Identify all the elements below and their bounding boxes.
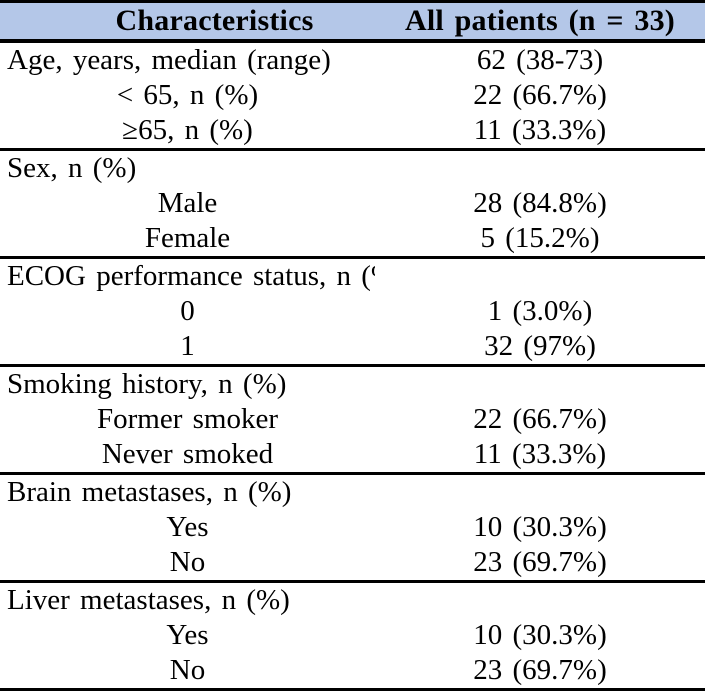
patient-value: 32 (97%) xyxy=(484,330,596,362)
characteristic-label: Yes xyxy=(166,619,209,651)
table-row-sub: Never smoked 11 (33.3%) xyxy=(0,437,705,474)
table-row-sub: < 65, n (%) 22 (66.7%) xyxy=(0,78,705,113)
characteristic-label: No xyxy=(169,654,206,686)
characteristic-label: ≥65, n (%) xyxy=(122,114,253,146)
patient-value xyxy=(375,148,705,186)
table-header: Characteristics All patients (n = 33) xyxy=(0,0,705,43)
patient-value xyxy=(375,472,705,510)
characteristic-label: No xyxy=(169,546,206,578)
characteristic-label: Male xyxy=(157,187,218,219)
patient-value: 5 (15.2%) xyxy=(480,222,600,254)
patient-value: 23 (69.7%) xyxy=(473,654,607,686)
characteristic-label: Sex, n (%) xyxy=(0,148,375,186)
patient-value xyxy=(375,580,705,618)
patient-value xyxy=(375,364,705,402)
characteristic-label: 0 xyxy=(180,295,195,327)
patient-value: 22 (66.7%) xyxy=(473,403,607,435)
patient-value: 11 (33.3%) xyxy=(473,438,607,470)
patient-value: 11 (33.3%) xyxy=(473,114,607,146)
table-body: Age, years, median (range) 62 (38-73) < 65… xyxy=(0,41,705,690)
characteristic-label: Brain metastases, n (%) xyxy=(0,472,375,510)
table-row-section-smoking-history: Smoking history, n (%) xyxy=(0,364,705,402)
patient-value: 1 (3.0%) xyxy=(487,295,593,327)
table-row-sub: Yes 10 (30.3%) xyxy=(0,510,705,545)
header-cell-characteristics: Characteristics xyxy=(0,0,375,43)
characteristic-label: 1 xyxy=(180,330,195,362)
table-row-section-age: Age, years, median (range) 62 (38-73) xyxy=(0,41,705,78)
table-row-sub: No 23 (69.7%) xyxy=(0,653,705,690)
table-row-sub: Female 5 (15.2%) xyxy=(0,221,705,258)
patient-value: 62 (38-73) xyxy=(476,44,604,76)
patient-value: 22 (66.7%) xyxy=(473,79,607,111)
characteristic-label: Age, years, median (range) xyxy=(7,44,331,76)
patient-value: 28 (84.8%) xyxy=(473,187,607,219)
table-row-sub: 0 1 (3.0%) xyxy=(0,294,705,329)
characteristic-label: ECOG performance status, n (%) xyxy=(0,256,375,294)
table-row-sub: Male 28 (84.8%) xyxy=(0,186,705,221)
characteristic-label: Yes xyxy=(166,511,209,543)
table-row-sub: 1 32 (97%) xyxy=(0,329,705,366)
table-row-section-sex: Sex, n (%) xyxy=(0,148,705,186)
characteristic-label: < 65, n (%) xyxy=(116,79,259,111)
characteristic-label: Smoking history, n (%) xyxy=(0,364,375,402)
patient-value: 10 (30.3%) xyxy=(473,511,607,543)
patient-value xyxy=(375,256,705,294)
patient-value: 10 (30.3%) xyxy=(473,619,607,651)
table-row-section-brain-metastases: Brain metastases, n (%) xyxy=(0,472,705,510)
table-row-sub: No 23 (69.7%) xyxy=(0,545,705,582)
patient-value: 23 (69.7%) xyxy=(473,546,607,578)
characteristic-label: Never smoked xyxy=(101,438,274,470)
characteristic-label: Female xyxy=(144,222,231,254)
header-row: Characteristics All patients (n = 33) xyxy=(0,0,705,43)
header-cell-all-patients: All patients (n = 33) xyxy=(375,0,705,43)
table-row-sub: Yes 10 (30.3%) xyxy=(0,618,705,653)
table-row-section-ecog-performance-status: ECOG performance status, n (%) xyxy=(0,256,705,294)
characteristic-label: Liver metastases, n (%) xyxy=(0,580,375,618)
characteristic-label: Former smoker xyxy=(97,403,278,435)
table-row-section-liver-metastases: Liver metastases, n (%) xyxy=(0,580,705,618)
table-row-sub: Former smoker 22 (66.7%) xyxy=(0,402,705,437)
table-row-sub: ≥65, n (%) 11 (33.3%) xyxy=(0,113,705,150)
